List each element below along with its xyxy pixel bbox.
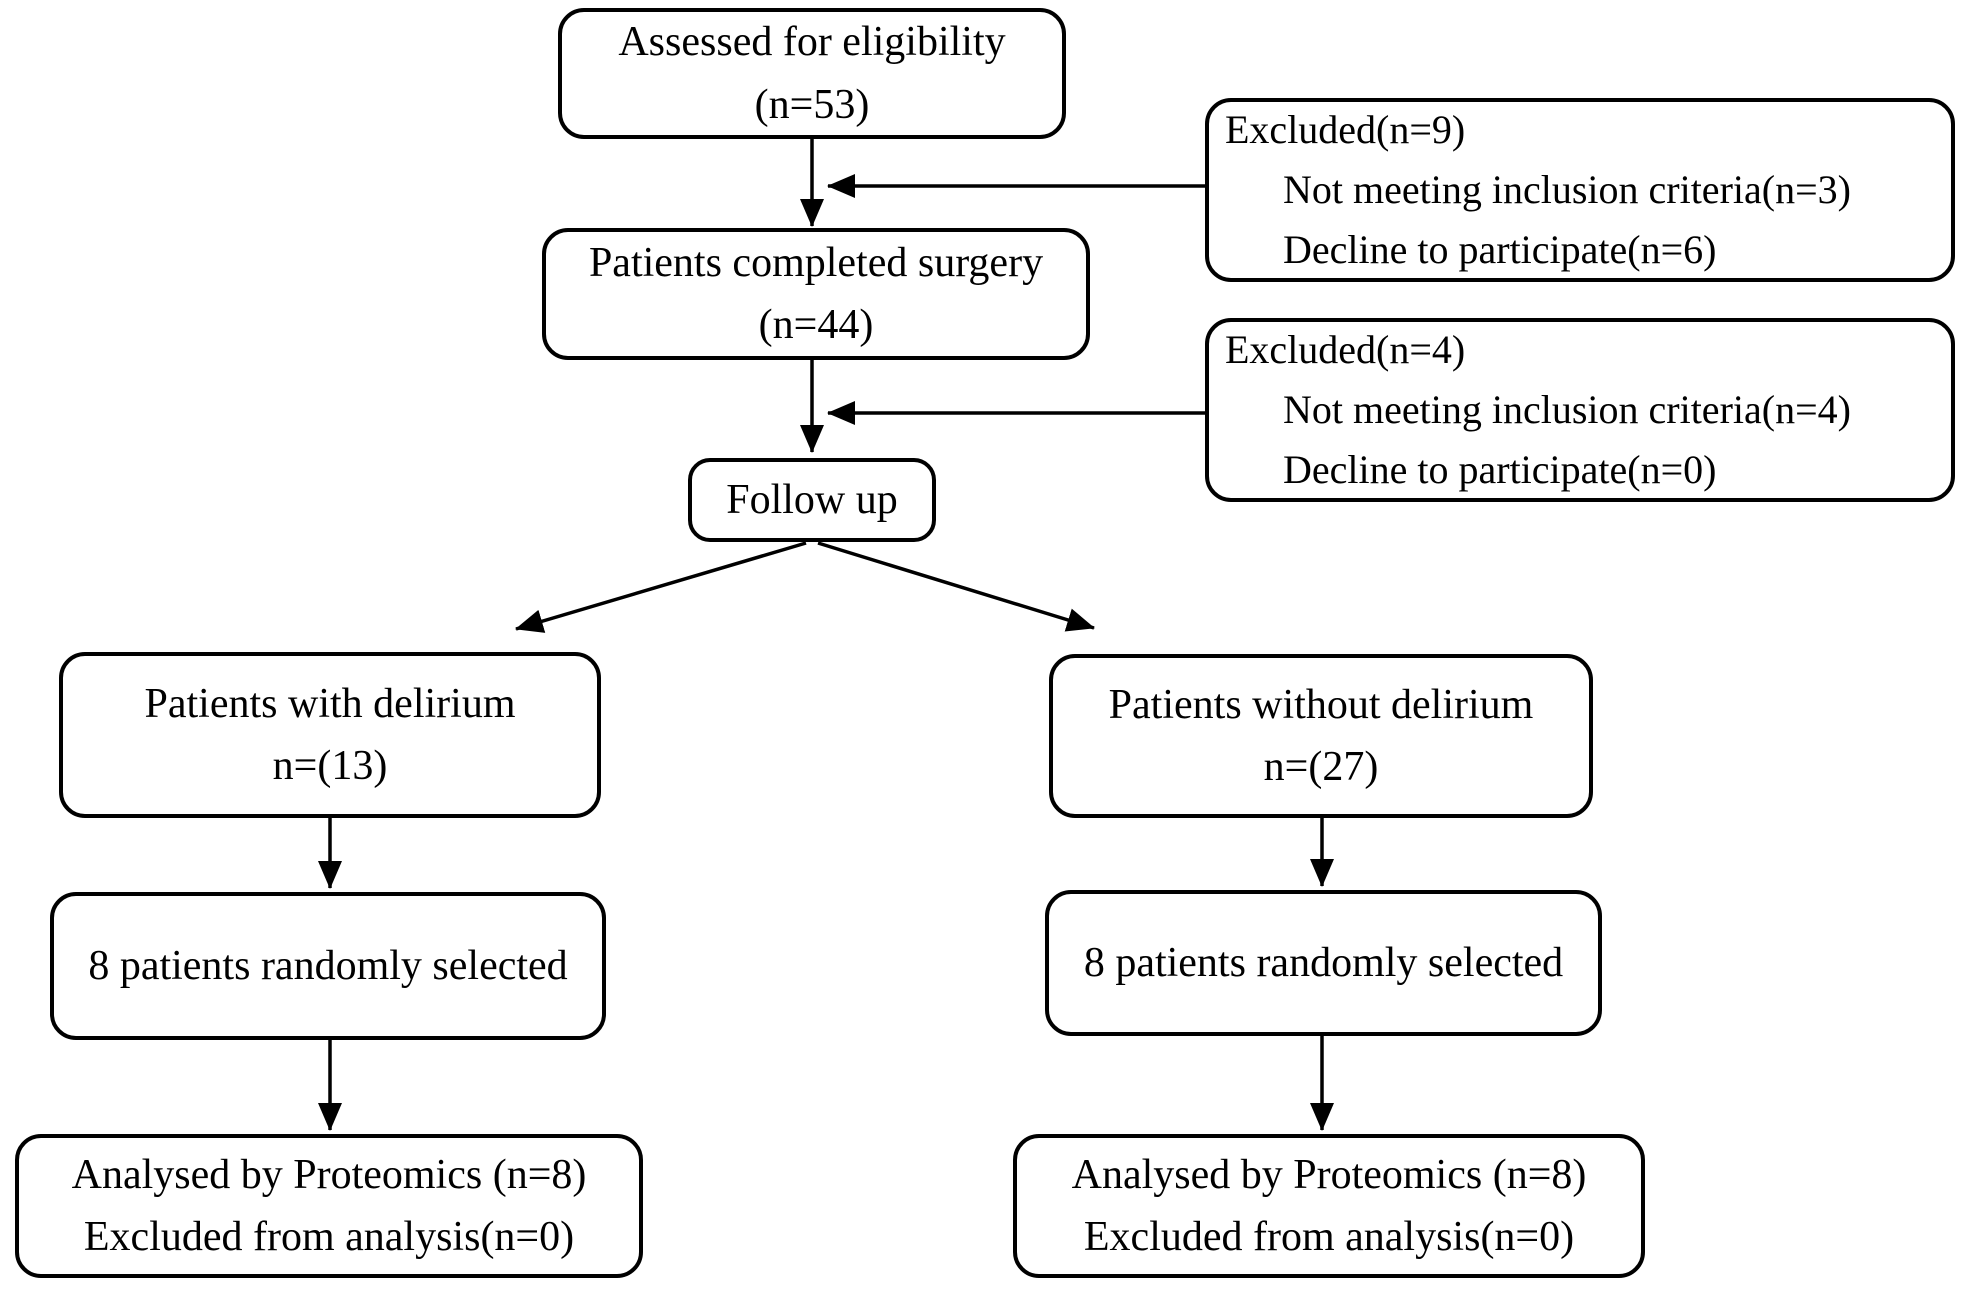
arrow-followup-to-delirium xyxy=(515,541,807,633)
node-reason: Not meeting inclusion criteria(n=3) xyxy=(1283,167,1851,212)
node-text: Excluded(n=4) xyxy=(1225,327,1466,372)
node-text: Follow up xyxy=(726,476,898,523)
node-text: Analysed by Proteomics (n=8) xyxy=(71,1151,587,1198)
node-completed-surgery: Patients completed surgery (n=44) xyxy=(542,228,1090,360)
node-count: (n=44) xyxy=(758,302,874,348)
node-text: 8 patients randomly selected xyxy=(1083,939,1564,986)
node-text: Excluded from analysis(n=0) xyxy=(1083,1214,1575,1260)
node-count: (n=53) xyxy=(754,81,870,128)
node-text: Patients with delirium xyxy=(144,680,516,727)
node-reason: Decline to participate(n=6) xyxy=(1283,227,1717,272)
node-reason: Decline to participate(n=0) xyxy=(1283,447,1717,492)
node-text: Excluded from analysis(n=0) xyxy=(83,1214,575,1260)
node-reason: Not meeting inclusion criteria(n=4) xyxy=(1283,387,1851,432)
node-follow-up: Follow up xyxy=(688,458,936,542)
node-text: 8 patients randomly selected xyxy=(88,942,568,989)
node-excluded-1: Excluded(n=9) Not meeting inclusion crit… xyxy=(1205,98,1955,282)
node-selected-left: 8 patients randomly selected xyxy=(50,892,606,1040)
node-selected-right: 8 patients randomly selected xyxy=(1045,890,1602,1036)
node-text: Assessed for eligibility xyxy=(618,19,1006,66)
node-text: Patients without delirium xyxy=(1108,681,1534,728)
node-analysed-right: Analysed by Proteomics (n=8) Excluded fr… xyxy=(1013,1134,1645,1278)
node-analysed-left: Analysed by Proteomics (n=8) Excluded fr… xyxy=(15,1134,643,1278)
arrow-followup-to-no-delirium xyxy=(817,541,1095,632)
node-excluded-2: Excluded(n=4) Not meeting inclusion crit… xyxy=(1205,318,1955,502)
node-text: Analysed by Proteomics (n=8) xyxy=(1071,1151,1587,1198)
node-assessed-for-eligibility: Assessed for eligibility (n=53) xyxy=(558,8,1066,139)
node-patients-without-delirium: Patients without delirium n=(27) xyxy=(1049,654,1593,818)
node-count: n=(27) xyxy=(1263,744,1379,790)
node-text: Excluded(n=9) xyxy=(1225,107,1466,152)
node-count: n=(13) xyxy=(272,743,388,789)
node-text: Patients completed surgery xyxy=(588,239,1044,286)
node-patients-with-delirium: Patients with delirium n=(13) xyxy=(59,652,601,818)
